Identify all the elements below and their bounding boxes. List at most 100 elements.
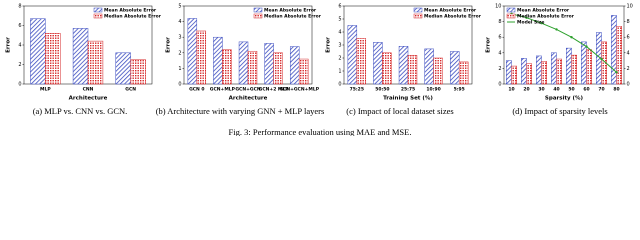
bar <box>115 52 131 85</box>
y-tick-label: 1 <box>338 69 341 75</box>
x-tick-label: GCN+GCN+MLP <box>279 87 319 93</box>
bar <box>566 47 572 85</box>
y-tick-label: 4 <box>178 19 181 25</box>
legend-label: Mean Absolute Error <box>264 8 317 14</box>
caption: (b) Architecture with varying GNN + MLP … <box>156 106 325 116</box>
bar <box>511 65 517 85</box>
x-tick-label: CNN <box>83 87 94 93</box>
legend-label: Mean Absolute Error <box>424 8 477 14</box>
y-tick-label: 0 <box>338 82 341 88</box>
x-tick-label: 40 <box>553 87 559 93</box>
bar <box>222 49 232 85</box>
x-tick-label: 50:50 <box>375 87 389 93</box>
y-tick-label: 1 <box>178 66 181 72</box>
x-tick-label: GCN <box>125 87 136 93</box>
bar <box>30 18 46 85</box>
x-tick-label: 10:90 <box>426 87 440 93</box>
legend-label: Median Absolute Error <box>104 14 162 20</box>
bar <box>289 46 300 85</box>
x-tick-label: 30 <box>538 87 544 93</box>
y-tick-label: 6 <box>338 4 341 10</box>
line-marker <box>585 45 588 48</box>
y2-tick-label: 10 <box>627 4 633 10</box>
caption: (a) MLP vs. CNN vs. GCN. <box>33 106 128 116</box>
y-tick-label: 0 <box>498 82 501 88</box>
x-axis-label: Training Set (%) <box>383 96 433 102</box>
x-tick-label: 5:95 <box>454 87 465 93</box>
bar <box>382 52 392 85</box>
x-tick-label: 70 <box>598 87 604 93</box>
y-tick-label: 5 <box>178 4 181 10</box>
bar <box>238 41 249 85</box>
bar <box>273 52 283 85</box>
bar <box>187 18 198 85</box>
bar <box>433 57 443 85</box>
bar <box>551 52 557 85</box>
y-tick-label: 10 <box>495 4 501 10</box>
x-tick-label: 25:75 <box>401 87 415 93</box>
bar <box>356 38 367 85</box>
y-tick-label: 5 <box>338 17 341 23</box>
x-tick-label: 80 <box>613 87 619 93</box>
bar <box>581 41 587 85</box>
x-tick-label: GCN+2 MLP <box>259 87 290 93</box>
figure: Fig. 3: Performance evaluation using MAE… <box>6 4 633 137</box>
x-axis-label: Sparsity (%) <box>545 96 584 102</box>
y2-tick-label: 6 <box>627 35 630 41</box>
y-axis-label: Error <box>166 37 172 53</box>
bar <box>213 36 223 85</box>
bar <box>571 54 577 85</box>
line-marker <box>570 36 573 39</box>
bar <box>87 40 104 85</box>
legend-label: Model Size <box>517 20 544 26</box>
legend-swatch <box>506 13 516 19</box>
legend-label: Median Absolute Error <box>517 14 575 20</box>
y-tick-label: 2 <box>178 50 181 56</box>
bar <box>196 30 207 85</box>
bar <box>264 43 274 85</box>
legend-label: Mean Absolute Error <box>517 8 570 14</box>
bar <box>506 60 512 85</box>
bar <box>247 50 258 85</box>
x-tick-label: 60 <box>583 87 589 93</box>
y2-tick-label: 4 <box>627 50 630 56</box>
x-tick-label: 50 <box>568 87 574 93</box>
y2-tick-label: 8 <box>627 19 630 25</box>
bar <box>398 46 409 85</box>
bar <box>601 41 607 85</box>
bar <box>526 63 532 85</box>
y-axis-label: Error <box>326 37 332 53</box>
bar <box>373 42 383 85</box>
line-marker <box>525 16 528 19</box>
y-tick-label: 3 <box>178 35 181 41</box>
x-tick-label: 10 <box>508 87 514 93</box>
x-tick-label: MLP <box>40 87 51 93</box>
x-tick-label: 20 <box>523 87 529 93</box>
x-tick-label: GCN+GCN <box>235 87 261 93</box>
legend-swatch <box>93 7 103 13</box>
line-marker <box>540 21 543 25</box>
legend-swatch <box>413 7 423 13</box>
bar <box>556 58 562 85</box>
bar <box>130 59 146 85</box>
y-tick-label: 0 <box>18 82 21 88</box>
y-tick-label: 3 <box>338 43 341 49</box>
y2-tick-label: 0 <box>627 82 630 88</box>
caption: (c) Impact of local dataset sizes <box>346 106 453 116</box>
y-tick-label: 4 <box>498 50 501 56</box>
caption: (d) Impact of sparsity levels <box>512 106 607 116</box>
y-axis-label: Error <box>6 37 12 53</box>
y2-tick-label: 2 <box>627 66 630 72</box>
y-tick-label: 8 <box>18 4 21 10</box>
y-tick-label: 4 <box>338 30 341 36</box>
y-tick-label: 0 <box>178 82 181 88</box>
plot-frame <box>503 5 625 85</box>
x-tick-label: GCN+MLP <box>210 87 236 93</box>
legend-label: Median Absolute Error <box>424 14 482 20</box>
legend-swatch <box>253 7 263 13</box>
y-tick-label: 2 <box>338 56 341 62</box>
x-tick-label: 75:25 <box>350 87 364 93</box>
bar <box>458 61 469 85</box>
bar <box>45 33 61 85</box>
x-tick-label: GCN 0 <box>189 87 204 93</box>
